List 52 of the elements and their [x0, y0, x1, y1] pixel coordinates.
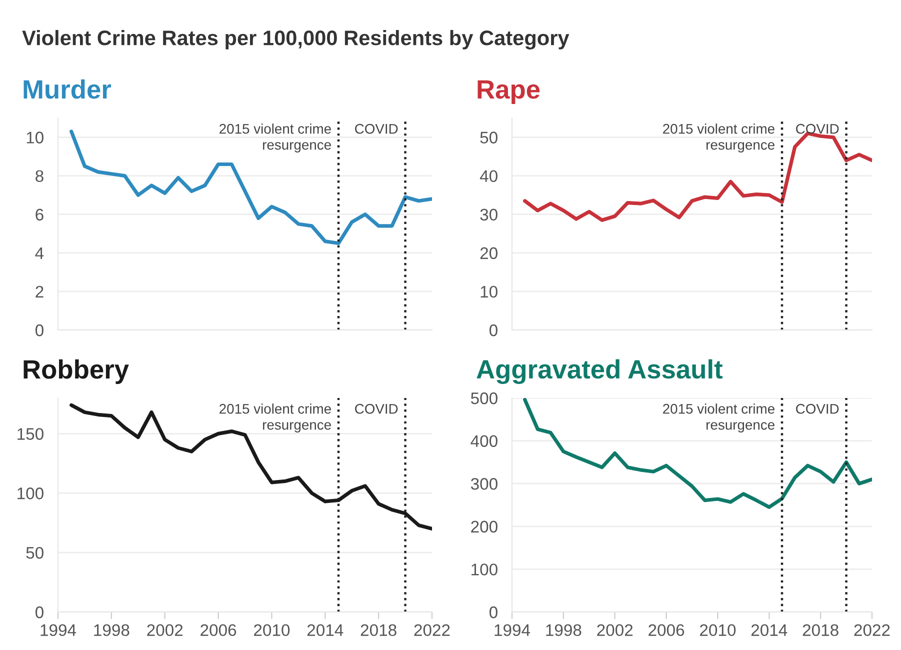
ref-line-label: 2015 violent crime resurgence: [663, 124, 774, 152]
y-tick-label: 0: [35, 606, 44, 618]
y-tick-label: 40: [480, 170, 498, 182]
y-tick-label: 100: [472, 564, 498, 576]
x-tick-label: 2010: [700, 624, 736, 636]
y-tick-label: 20: [480, 247, 498, 260]
text: Violent Crime Rates per 100,000 Residents by Category: [22, 30, 570, 50]
y-tick-label: 300: [470, 478, 498, 490]
ref-line-label: COVID: [355, 124, 398, 134]
chart-title: Rape: [478, 80, 540, 104]
y-tick-label: 400: [470, 435, 498, 448]
x-tick-label: 2018: [802, 624, 838, 636]
y-tick-label: 6: [36, 208, 44, 221]
x-tick-label: 2014: [307, 624, 344, 636]
y-tick-label: 0: [489, 606, 498, 618]
ref-line-label: COVID: [355, 404, 398, 414]
y-tick-label: 100: [18, 488, 44, 500]
chart-title: Aggravated Assault: [476, 359, 723, 384]
x-tick-label: 2010: [254, 624, 290, 636]
x-tick-label: 2018: [360, 624, 396, 636]
line-series: [523, 398, 872, 509]
x-tick-label: 2022: [414, 624, 450, 636]
x-tick-label: 2006: [200, 624, 236, 636]
ref-line-label: 2015 violent crime resurgence: [220, 404, 331, 432]
y-tick-label: 10: [480, 286, 498, 298]
y-tick-label: 150: [18, 428, 44, 440]
y-tick-label: 8: [36, 170, 44, 182]
x-tick-label: 1998: [94, 624, 130, 636]
x-tick-label: 1994: [494, 624, 530, 636]
x-tick-label: 2006: [648, 624, 684, 636]
y-tick-label: 30: [480, 208, 498, 221]
ref-line-label: 2015 violent crime resurgence: [663, 404, 774, 432]
y-tick-label: 10: [26, 132, 44, 144]
x-tick-label: 2022: [854, 624, 890, 636]
ref-line-label: COVID: [796, 404, 839, 414]
y-tick-label: 0: [489, 324, 498, 336]
x-tick-label: 1998: [546, 624, 582, 636]
y-tick-label: 2: [36, 286, 44, 298]
y-tick-label: 4: [35, 247, 44, 259]
chart-title: Robbery: [24, 359, 129, 384]
x-tick-label: 1994: [40, 624, 76, 636]
chart-title: Murder: [24, 79, 112, 99]
ref-line-label: COVID: [796, 124, 839, 134]
y-tick-label: 50: [480, 132, 498, 144]
y-tick-label: 0: [35, 324, 44, 336]
y-tick-label: 200: [471, 520, 498, 533]
x-tick-label: 2002: [597, 624, 633, 636]
y-tick-label: 50: [26, 546, 44, 559]
y-tick-label: 500: [470, 392, 498, 404]
x-tick-label: 2014: [751, 624, 788, 636]
x-tick-label: 2002: [147, 624, 183, 636]
ref-line-label: 2015 violent crime resurgence: [220, 124, 331, 152]
